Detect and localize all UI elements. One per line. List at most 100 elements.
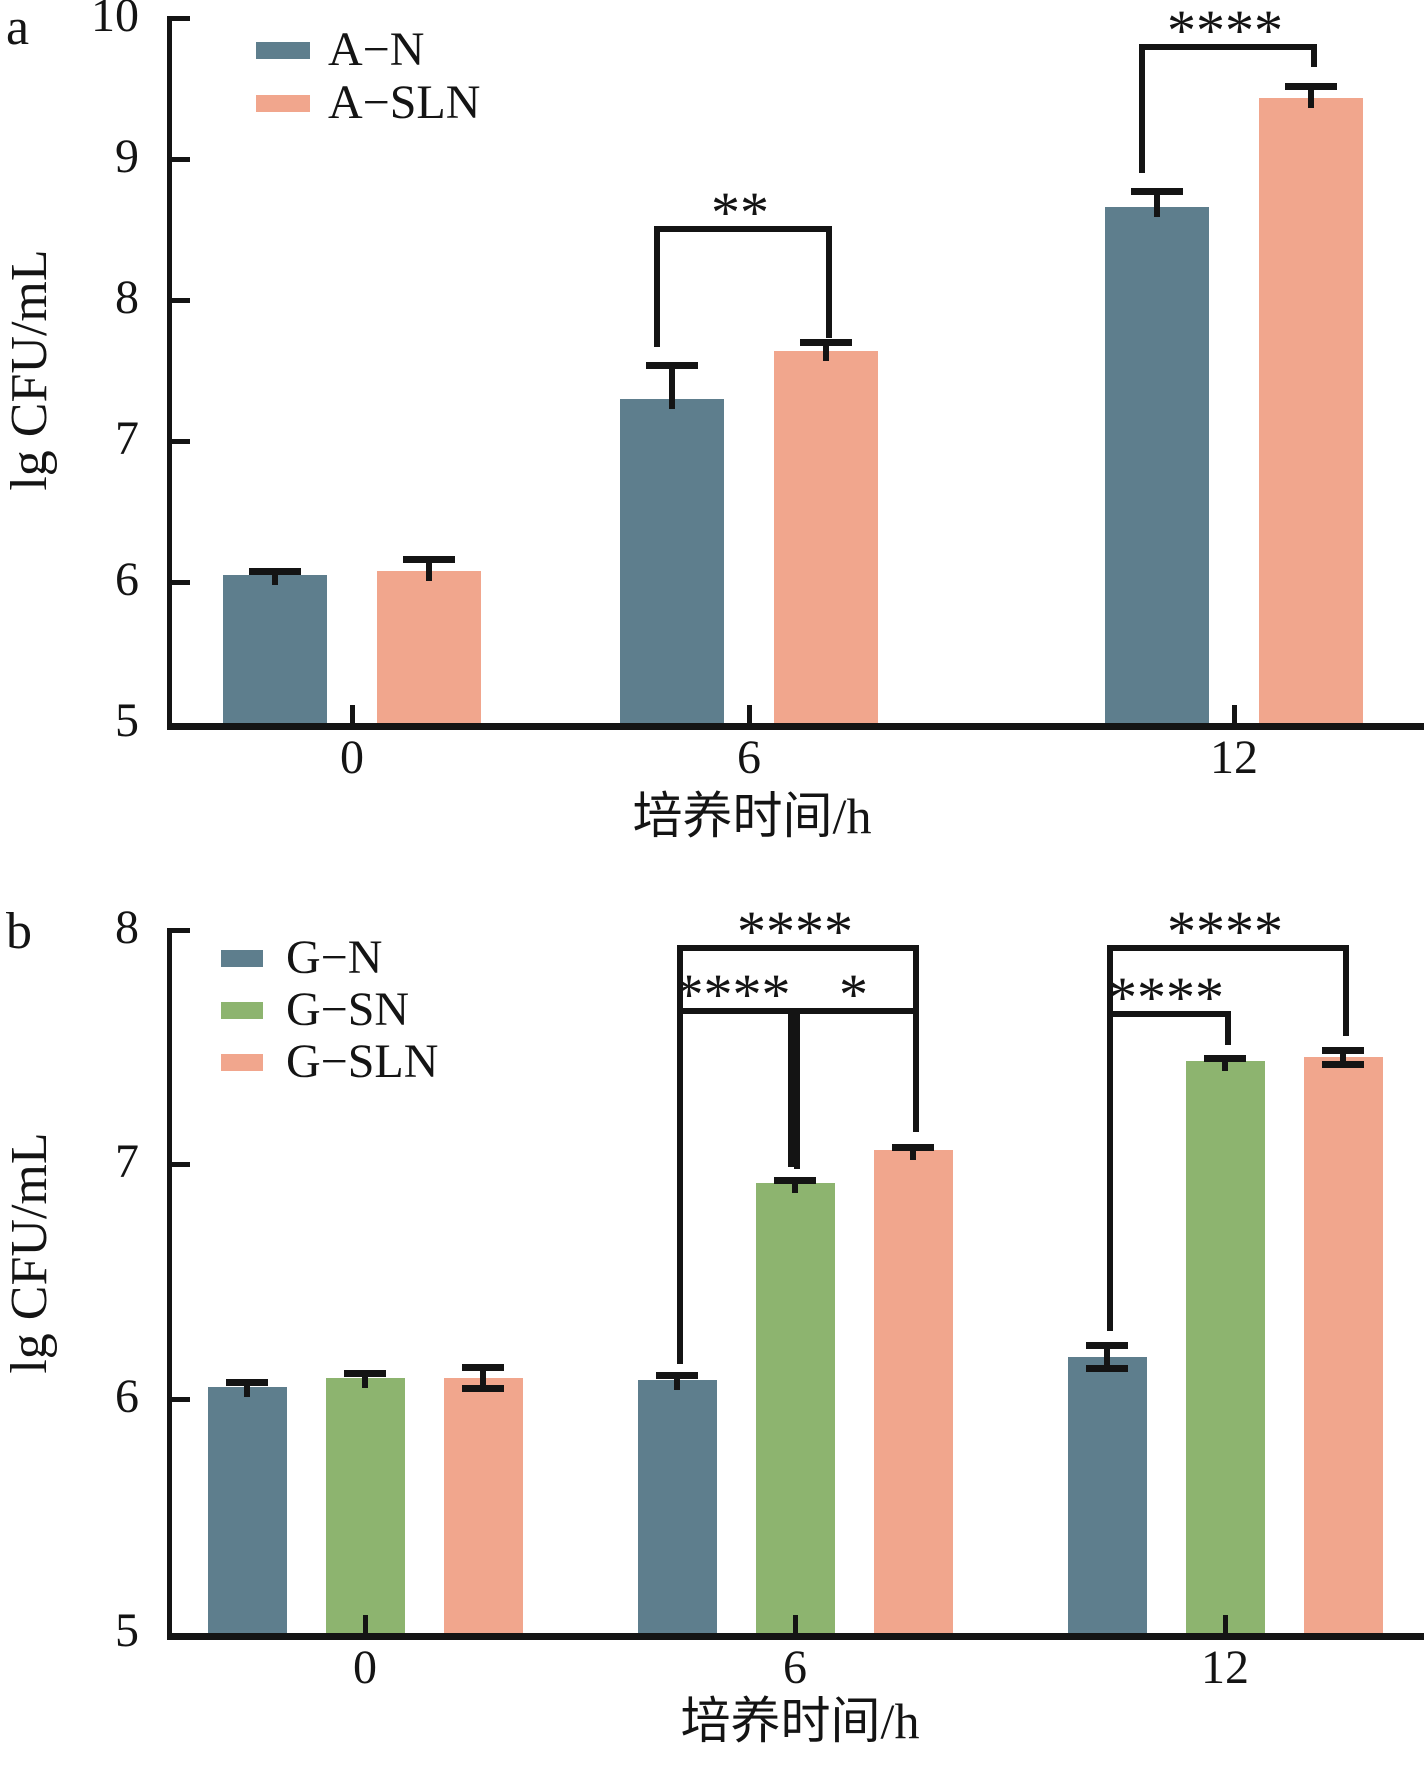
y-axis-title: lg CFU/mL	[1, 1132, 58, 1374]
error-bar-whisker	[1222, 1057, 1228, 1072]
error-bar-cap-bottom	[1086, 1365, 1128, 1373]
sig-bracket-drop	[1107, 945, 1113, 1331]
legend-label-a-sln: A−SLN	[328, 76, 481, 129]
y-tick	[172, 580, 190, 585]
bar-g-sln-0h	[443, 1377, 523, 1633]
y-axis-line	[167, 16, 172, 730]
sig-bracket-drop	[1139, 44, 1145, 174]
error-bar-whisker	[792, 1179, 798, 1194]
x-tick	[793, 1615, 798, 1633]
x-tick	[1223, 1615, 1228, 1633]
sig-bracket-bar	[677, 945, 919, 952]
x-tick-label: 6	[737, 731, 761, 784]
error-bar-cap-top	[1204, 1054, 1246, 1062]
x-axis-title: 培养时间/h	[680, 1693, 920, 1749]
x-tick-label: 6	[783, 1641, 807, 1694]
sig-bracket-drop	[1343, 945, 1349, 1036]
error-bar-whisker	[910, 1146, 916, 1161]
bar-g-sn-12h	[1185, 1061, 1265, 1633]
panel-label-a: a	[6, 0, 30, 56]
sig-bracket-drop	[794, 1008, 800, 1170]
bar-a-n-12h	[1105, 206, 1209, 723]
y-tick-label: 5	[115, 694, 139, 747]
bar-g-sln-12h	[1303, 1056, 1383, 1633]
error-bar-whisker	[426, 559, 432, 581]
sig-bracket-bar	[1139, 44, 1317, 51]
error-bar-cap-top	[892, 1143, 934, 1151]
y-tick-label: 7	[115, 412, 139, 465]
sig-label: ****	[674, 962, 791, 1028]
sig-bracket-drop	[913, 945, 919, 1132]
sig-label: ****	[1167, 899, 1283, 965]
error-bar-cap-top	[403, 556, 455, 564]
sig-label: ****	[737, 899, 853, 965]
sig-bracket-bar	[654, 226, 832, 233]
sig-label: *	[839, 962, 868, 1028]
y-axis-title: lg CFU/mL	[1, 249, 58, 491]
legend-swatch-g-sn	[221, 1001, 263, 1019]
x-tick-label: 0	[353, 1641, 377, 1694]
y-axis-line	[167, 928, 172, 1640]
bar-a-n-0h	[223, 574, 327, 723]
x-axis-title: 培养时间/h	[632, 788, 872, 844]
error-bar-cap-top	[249, 567, 301, 575]
sig-label: **	[711, 180, 769, 246]
sig-bracket-drop	[826, 226, 832, 339]
x-tick-label: 12	[1201, 1641, 1249, 1694]
legend-label-g-n: G−N	[286, 931, 383, 984]
y-tick	[172, 16, 190, 21]
error-bar-cap-top	[1285, 82, 1337, 90]
error-bar-whisker	[1154, 191, 1160, 217]
x-tick	[1232, 705, 1237, 723]
sig-bracket-bar	[1107, 1010, 1231, 1017]
legend-label-a-n: A−N	[328, 23, 425, 76]
x-tick-label: 12	[1210, 731, 1258, 784]
legend-swatch-a-n	[256, 41, 310, 59]
bar-g-n-6h	[637, 1379, 717, 1633]
x-tick	[747, 705, 752, 723]
x-axis-line	[167, 723, 1424, 730]
y-tick-label: 5	[115, 1604, 139, 1657]
error-bar-cap-top	[1322, 1046, 1364, 1054]
y-tick	[172, 1396, 190, 1402]
x-axis-line	[167, 1633, 1424, 1640]
error-bar-whisker	[1308, 85, 1314, 109]
y-tick	[172, 928, 190, 934]
legend-swatch-g-n	[221, 949, 263, 967]
sig-bracket-bar	[794, 1008, 919, 1015]
y-tick-label: 9	[115, 130, 139, 183]
bar-a-n-6h	[620, 398, 724, 723]
legend-label-g-sln: G−SLN	[286, 1035, 439, 1088]
sig-bracket-drop	[654, 226, 660, 347]
bar-a-sln-12h	[1259, 98, 1363, 723]
error-bar-cap-top	[656, 1372, 698, 1380]
y-tick-label: 7	[115, 1135, 139, 1189]
bar-g-sn-6h	[755, 1183, 835, 1633]
y-tick-label: 8	[115, 901, 139, 955]
sig-bracket-bar	[1107, 945, 1349, 952]
legend-label-g-sn: G−SN	[286, 983, 410, 1036]
bar-g-n-12h	[1067, 1356, 1147, 1633]
error-bar-whisker	[272, 570, 278, 585]
y-tick	[172, 298, 190, 303]
sig-label: ****	[1108, 964, 1224, 1030]
x-tick-label: 0	[340, 731, 364, 784]
y-tick	[172, 439, 190, 444]
y-tick	[172, 157, 190, 162]
legend-swatch-g-sln	[221, 1053, 263, 1071]
error-bar-cap-top	[646, 361, 698, 369]
y-tick-label: 10	[91, 0, 139, 42]
error-bar-cap-top	[1086, 1341, 1128, 1349]
y-tick-label: 6	[115, 553, 139, 606]
sig-bracket-drop	[1225, 1010, 1231, 1045]
error-bar-cap-top	[462, 1364, 504, 1372]
y-tick-label: 8	[115, 271, 139, 324]
y-tick-label: 6	[115, 1369, 139, 1423]
error-bar-cap-top	[226, 1379, 268, 1387]
bar-g-sln-6h	[873, 1150, 953, 1633]
error-bar-cap-top	[1131, 188, 1183, 196]
error-bar-whisker	[244, 1382, 250, 1397]
error-bar-cap-top	[774, 1176, 816, 1184]
error-bar-whisker	[669, 364, 675, 409]
